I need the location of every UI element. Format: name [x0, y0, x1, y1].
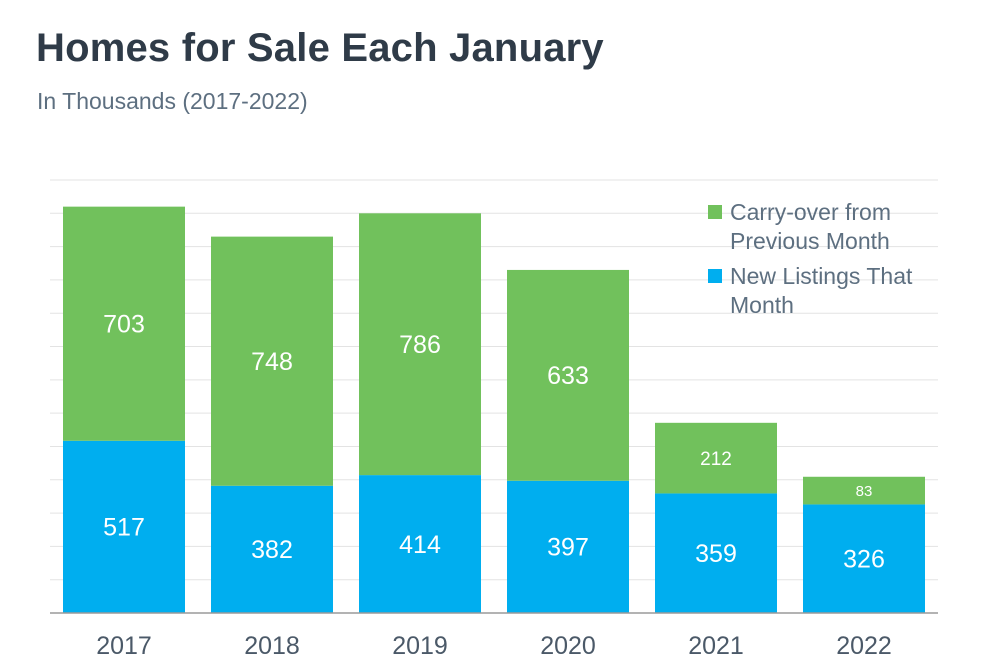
x-tick-label-2018: 2018: [244, 632, 300, 660]
bar-carryover-2020: [507, 269, 629, 481]
x-tick-label-2020: 2020: [540, 632, 596, 660]
chart-title: Homes for Sale Each January: [36, 26, 604, 70]
bar-new-listings-2020: [507, 480, 629, 613]
data-label-new-listings-2021: 359: [695, 540, 737, 568]
data-label-carryover-2020: 633: [547, 362, 589, 390]
legend-item-new-listings: New Listings That Month: [708, 262, 948, 320]
legend-item-carryover: Carry-over from Previous Month: [708, 198, 948, 256]
bar-new-listings-2019: [359, 475, 481, 613]
bars: 517 703 382 748 414 786 397 633 359 212 326 83: [63, 206, 925, 613]
data-label-carryover-2021: 212: [700, 449, 732, 470]
legend-label-carryover: Carry-over from Previous Month: [730, 199, 892, 254]
chart-subtitle: In Thousands (2017-2022): [37, 88, 308, 114]
bar-new-listings-2018: [211, 485, 333, 613]
x-tick-label-2017: 2017: [96, 632, 152, 660]
data-label-carryover-2022: 83: [856, 483, 873, 500]
x-tick-label-2022: 2022: [836, 632, 892, 660]
bar-carryover-2019: [359, 213, 481, 476]
data-label-new-listings-2020: 397: [547, 534, 589, 562]
data-label-new-listings-2017: 517: [103, 514, 145, 542]
x-tick-label-2019: 2019: [392, 632, 448, 660]
gridlines: [50, 179, 938, 581]
data-label-new-listings-2019: 414: [399, 531, 441, 559]
bar-carryover-2017: [63, 206, 185, 441]
data-label-carryover-2019: 786: [399, 331, 441, 359]
data-label-carryover-2017: 703: [103, 310, 145, 338]
data-label-new-listings-2022: 326: [843, 545, 885, 573]
legend: Carry-over from Previous Month New Listi…: [708, 198, 948, 326]
bar-carryover-2018: [211, 236, 333, 486]
data-label-new-listings-2018: 382: [251, 536, 293, 564]
bar-carryover-2022: [803, 476, 925, 505]
legend-label-new-listings: New Listings That Month: [730, 263, 913, 318]
bar-new-listings-2017: [63, 440, 185, 613]
bar-carryover-2021: [655, 422, 777, 494]
legend-swatch-carryover: [708, 205, 722, 219]
bar-new-listings-2021: [655, 493, 777, 613]
bar-new-listings-2022: [803, 504, 925, 613]
x-tick-label-2021: 2021: [688, 632, 744, 660]
x-axis: 2017 2018 2019 2020 2021 2022: [50, 612, 938, 660]
data-label-carryover-2018: 748: [251, 348, 293, 376]
legend-swatch-new-listings: [708, 269, 722, 283]
